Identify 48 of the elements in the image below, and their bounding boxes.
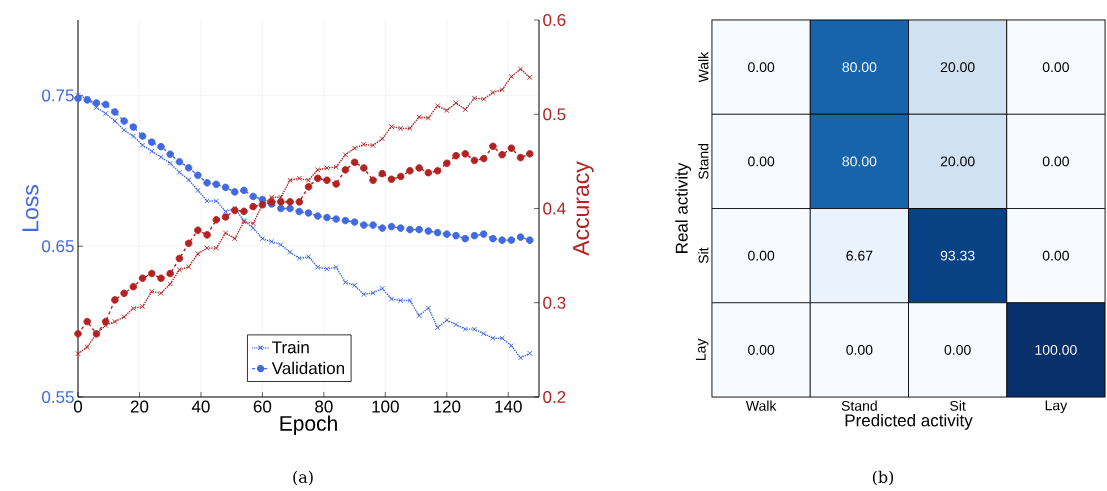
y2-tick-label: 0.5 xyxy=(543,108,566,121)
data-label: 0.00 xyxy=(1042,156,1069,167)
y-axis-title: Loss xyxy=(22,185,39,231)
y-tick-label: 0.55 xyxy=(42,390,74,404)
x-axis-title: Epoch xyxy=(280,415,337,436)
x-tick-label: 140 xyxy=(495,400,522,413)
x-tick-label: 0 xyxy=(73,400,83,413)
data-label: 0.00 xyxy=(1042,250,1069,261)
data-label: 20.00 xyxy=(940,62,975,73)
legend-label: Train xyxy=(272,340,309,354)
legend-label: Validation xyxy=(271,361,344,375)
x-tick-label: 80 xyxy=(315,400,333,413)
data-label: 0.00 xyxy=(944,344,971,355)
data-label: 0.00 xyxy=(748,62,775,73)
y-tick-label: Lay xyxy=(695,338,709,361)
text: (b) xyxy=(872,470,894,486)
y2-tick-label: 0.2 xyxy=(543,390,566,404)
x-tick-label: Sit xyxy=(950,400,966,411)
y-tick-label: Walk xyxy=(698,51,709,83)
x-tick-label: 40 xyxy=(191,400,210,413)
y2-tick-label: 0.3 xyxy=(543,296,566,309)
y-axis-title: Real activity xyxy=(675,162,692,253)
data-label: 0.00 xyxy=(748,344,775,355)
x-tick-label: Stand xyxy=(841,400,877,411)
data-label: 80.00 xyxy=(842,156,877,167)
x-tick-label: 60 xyxy=(253,400,272,413)
data-label: 0.00 xyxy=(1042,62,1069,73)
x-tick-label: Lay xyxy=(1045,400,1068,414)
data-label: 93.33 xyxy=(940,250,975,261)
y2-tick-label: 0.4 xyxy=(543,202,566,215)
y-tick-label: Stand xyxy=(698,143,709,180)
x-tick-label: 20 xyxy=(130,400,149,413)
data-label: 20.00 xyxy=(940,156,975,167)
x-tick-label: 120 xyxy=(433,400,461,413)
y-tick-label: 0.65 xyxy=(42,240,74,253)
x-axis-title: Predicted activity xyxy=(845,413,973,430)
data-label: 100.00 xyxy=(1035,344,1077,355)
data-label: 80.00 xyxy=(842,62,877,73)
text: (a) xyxy=(293,470,313,486)
x-tick-label: Walk xyxy=(745,400,777,411)
x-tick-label: 100 xyxy=(372,400,399,413)
y2-tick-label: 0.6 xyxy=(543,13,566,27)
y2-axis-title: Accuracy xyxy=(573,161,594,256)
data-label: 0.00 xyxy=(846,344,873,355)
data-label: 6.67 xyxy=(846,250,873,261)
y-tick-label: 0.75 xyxy=(42,89,74,102)
y-tick-label: Sit xyxy=(698,247,709,264)
data-label: 0.00 xyxy=(748,156,775,167)
